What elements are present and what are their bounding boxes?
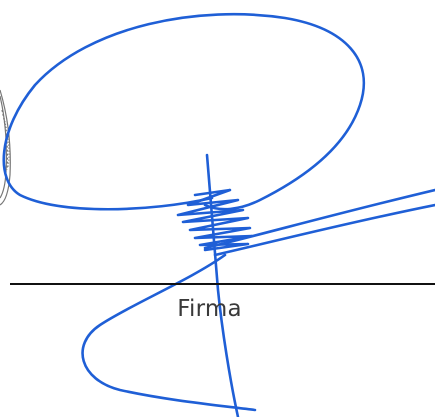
signature-strokes	[2, 12, 435, 417]
signature-line	[10, 283, 435, 285]
signature-label: Firma	[0, 296, 435, 322]
signature-label-text: Firma	[177, 296, 242, 322]
